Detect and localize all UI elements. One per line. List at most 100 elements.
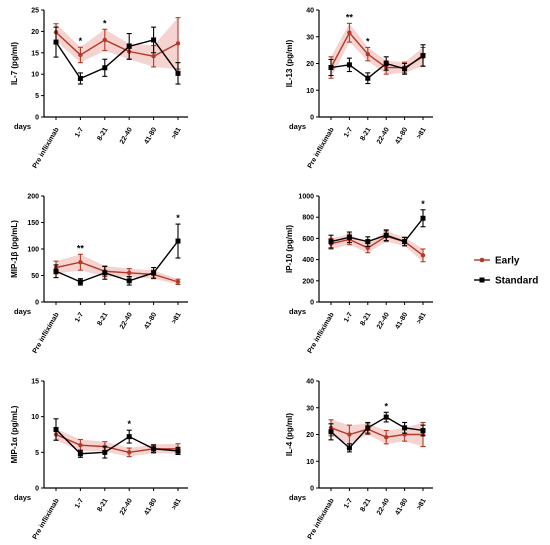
standard-point [175, 70, 181, 76]
y-tick-label: 20 [31, 29, 39, 36]
early-point [78, 260, 83, 265]
early-series-line [55, 31, 179, 57]
legend-standard-marker [479, 277, 485, 283]
chart-panels: 0 5 10 15 20 25 IL-7 (pg/ml) Pre infliximab 1-7 8… [10, 8, 433, 541]
y-tick-label: 10 [306, 459, 314, 466]
x-tick-label: 22-40 [119, 126, 134, 145]
y-tick-label: 800 [302, 215, 314, 222]
standard-point [346, 234, 352, 240]
y-tick-label: 200 [27, 194, 39, 201]
y-tick-label: 0 [310, 300, 314, 307]
early-point [420, 253, 426, 258]
y-tick-label: 1000 [298, 194, 314, 201]
legend-standard-label: Standard [495, 276, 538, 287]
x-tick-label: >81 [171, 311, 183, 325]
x-tick-label: >81 [416, 497, 428, 511]
significance-marker: * [384, 401, 388, 411]
x-tick-label: 41-80 [143, 497, 158, 516]
standard-point [365, 239, 371, 245]
standard-point [383, 61, 389, 66]
y-tick-label: 25 [31, 8, 39, 15]
standard-series-line [55, 39, 179, 80]
x-axis-label: days [14, 493, 31, 502]
chart-panel: 0 10 20 30 40 IL-13 (pg/ml) Pre infliximab 1-7 8… [285, 8, 433, 170]
y-tick-label: 0 [35, 300, 39, 307]
y-tick-label: 30 [306, 405, 314, 412]
significance-marker: * [176, 213, 180, 223]
x-tick-label: 8-21 [359, 497, 372, 513]
y-axis-label: MIP-1β (pg/mL) [10, 220, 19, 278]
significance-marker: * [103, 18, 107, 28]
x-axis-label: days [14, 122, 31, 131]
early-series-line [330, 235, 424, 256]
standard-point [53, 427, 59, 433]
standard-series-line [330, 217, 424, 243]
standard-point [383, 232, 389, 238]
early-point [78, 52, 83, 58]
standard-series-line [330, 54, 424, 80]
standard-point [126, 43, 132, 49]
standard-point [420, 427, 426, 433]
chart-panel: 0 10 20 30 40 IL-4 (pg/ml) Pre infliximab 1-7 8-… [285, 379, 433, 541]
early-point [365, 51, 370, 57]
standard-point [102, 65, 108, 71]
standard-point [328, 239, 334, 245]
x-axis-label: days [289, 307, 306, 316]
standard-point [328, 429, 334, 435]
x-tick-label: 41-80 [143, 126, 158, 145]
standard-point [151, 446, 157, 452]
x-tick-label: 1-7 [74, 126, 85, 138]
standard-point [365, 75, 371, 81]
standard-point [346, 445, 352, 451]
x-tick-label: Pre infliximab [307, 312, 336, 355]
y-tick-label: 10 [31, 414, 39, 421]
y-tick-label: 30 [306, 34, 314, 41]
x-tick-label: 1-7 [343, 497, 354, 509]
x-tick-label: 8-21 [96, 126, 109, 142]
x-tick-label: Pre infliximab [307, 498, 336, 541]
y-tick-label: 400 [302, 257, 314, 264]
x-axis-label: days [14, 307, 31, 316]
x-tick-label: Pre infliximab [32, 498, 61, 541]
standard-point [151, 270, 157, 276]
x-tick-label: 41-80 [143, 311, 158, 330]
y-tick-label: 5 [35, 93, 39, 100]
x-tick-label: 41-80 [394, 311, 409, 330]
significance-marker: * [127, 419, 131, 429]
legend-item-standard: Standard [474, 276, 538, 287]
y-axis-label: IP-10 (pg/ml) [285, 225, 294, 273]
early-point [78, 443, 83, 448]
y-tick-label: 0 [35, 486, 39, 493]
y-tick-label: 40 [306, 8, 314, 15]
standard-point [175, 448, 181, 454]
significance-marker: * [79, 36, 83, 46]
y-tick-label: 40 [306, 379, 314, 386]
x-tick-label: 8-21 [96, 497, 109, 513]
standard-point [346, 62, 352, 68]
early-error-band [56, 254, 178, 285]
x-tick-label: 41-80 [394, 126, 409, 145]
x-tick-label: 1-7 [74, 497, 85, 509]
standard-series-line [55, 240, 179, 283]
early-point [102, 37, 108, 43]
x-tick-label: 1-7 [343, 126, 354, 138]
early-point [384, 434, 389, 440]
standard-point [53, 268, 59, 274]
y-tick-label: 0 [310, 486, 314, 493]
significance-marker: * [366, 36, 370, 46]
y-axis-label: IL-7 (pg/ml) [10, 42, 19, 85]
standard-series-line [55, 429, 179, 455]
chart-panel: 0 5 10 15 20 25 IL-7 (pg/ml) Pre infliximab 1-7 8… [10, 8, 188, 170]
x-tick-label: Pre infliximab [307, 127, 336, 170]
x-tick-label: 8-21 [359, 311, 372, 327]
legend: Early Standard [474, 256, 538, 287]
x-tick-label: Pre infliximab [32, 127, 61, 170]
chart-panel: 0 5 10 15 MIP-1α (pg/mL) Pre infliximab 1-7 8-2… [10, 379, 188, 541]
y-tick-label: 50 [31, 273, 39, 280]
standard-point [402, 239, 408, 245]
y-tick-label: 10 [306, 88, 314, 95]
standard-point [328, 65, 334, 71]
y-tick-label: 20 [306, 61, 314, 68]
standard-point [175, 238, 181, 244]
y-axis-label: IL-13 (pg/ml) [285, 39, 294, 87]
